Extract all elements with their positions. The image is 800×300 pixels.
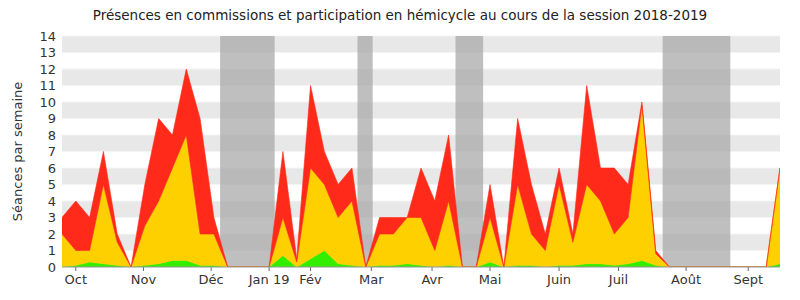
x-tick-label: Déc: [199, 272, 224, 287]
x-tick: [748, 267, 749, 271]
y-tick-label: 7: [48, 144, 56, 159]
chart: 01234567891011121314OctNovDécJan 19FévMa…: [0, 0, 800, 300]
x-tick: [143, 267, 144, 271]
x-tick: [310, 267, 311, 271]
x-tick: [618, 267, 619, 271]
x-tick-label: Jan 19: [248, 272, 290, 287]
y-tick-label: 5: [48, 177, 56, 192]
x-tick-label: Juil: [608, 272, 628, 287]
x-tick-label: Mai: [479, 272, 502, 287]
x-tick: [211, 267, 212, 271]
x-tick: [686, 267, 687, 271]
shaded-range: [220, 36, 275, 267]
x-tick-label: Nov: [131, 272, 157, 287]
x-tick-label: Oct: [65, 272, 87, 287]
x-tick: [559, 267, 560, 271]
y-tick-label: 11: [39, 78, 56, 93]
y-tick-label: 4: [48, 194, 56, 209]
x-tick-label: Sept: [733, 272, 763, 287]
y-tick-label: 0: [48, 260, 56, 275]
y-tick-label: 3: [48, 210, 56, 225]
grid: [62, 36, 780, 267]
x-tick: [75, 267, 76, 271]
shaded-range: [456, 36, 484, 267]
y-tick-label: 9: [48, 111, 56, 126]
x-tick-label: Avr: [421, 272, 443, 287]
x-tick: [269, 267, 270, 271]
y-tick-label: 12: [39, 62, 56, 77]
axes: 01234567891011121314OctNovDécJan 19FévMa…: [39, 29, 780, 288]
y-tick-label: 1: [48, 243, 56, 258]
area-series: [62, 69, 780, 267]
x-tick: [371, 267, 372, 271]
title: Présences en commissions et participatio…: [93, 7, 707, 23]
x-axis: [62, 267, 780, 268]
x-tick-label: Août: [671, 272, 701, 287]
y-tick-label: 2: [48, 227, 56, 242]
x-tick: [432, 267, 433, 271]
x-tick-label: Juin: [546, 272, 571, 287]
y-tick-label: 10: [39, 95, 56, 110]
y-tick-label: 14: [39, 29, 56, 44]
x-tick-label: Fév: [299, 272, 322, 287]
y-tick-label: 6: [48, 161, 56, 176]
y-tick-label: 8: [48, 128, 56, 143]
y-axis-label: Séances par semaine: [10, 82, 25, 221]
grid-line: [62, 267, 780, 268]
areas: [62, 69, 780, 267]
shaded-range: [663, 36, 731, 267]
x-tick-label: Mar: [359, 272, 384, 287]
x-tick: [490, 267, 491, 271]
y-tick-label: 13: [39, 45, 56, 60]
